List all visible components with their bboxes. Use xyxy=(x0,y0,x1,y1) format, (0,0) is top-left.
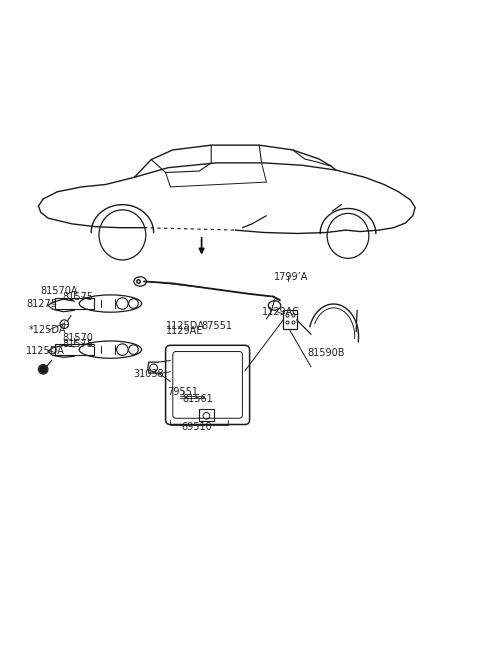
Text: 1129AE: 1129AE xyxy=(166,327,203,336)
Text: 87551: 87551 xyxy=(202,321,233,330)
Text: 1129AC: 1129AC xyxy=(262,307,300,317)
Circle shape xyxy=(39,365,47,373)
Text: 69510: 69510 xyxy=(181,422,212,432)
Text: *125DA: *125DA xyxy=(29,325,66,336)
Text: 79551: 79551 xyxy=(167,387,198,397)
Text: 1125DA: 1125DA xyxy=(166,321,204,330)
Text: 1125DA: 1125DA xyxy=(26,346,65,355)
Text: 81575: 81575 xyxy=(62,292,94,302)
Text: 31038: 31038 xyxy=(133,369,164,379)
Text: 81275: 81275 xyxy=(26,298,58,309)
Text: 81570: 81570 xyxy=(62,333,93,343)
Text: 81570A: 81570A xyxy=(41,286,78,296)
Text: 1799’A: 1799’A xyxy=(274,271,308,282)
Text: 81575: 81575 xyxy=(62,339,94,349)
Text: 81590B: 81590B xyxy=(307,348,345,357)
Text: 81561: 81561 xyxy=(182,394,213,403)
